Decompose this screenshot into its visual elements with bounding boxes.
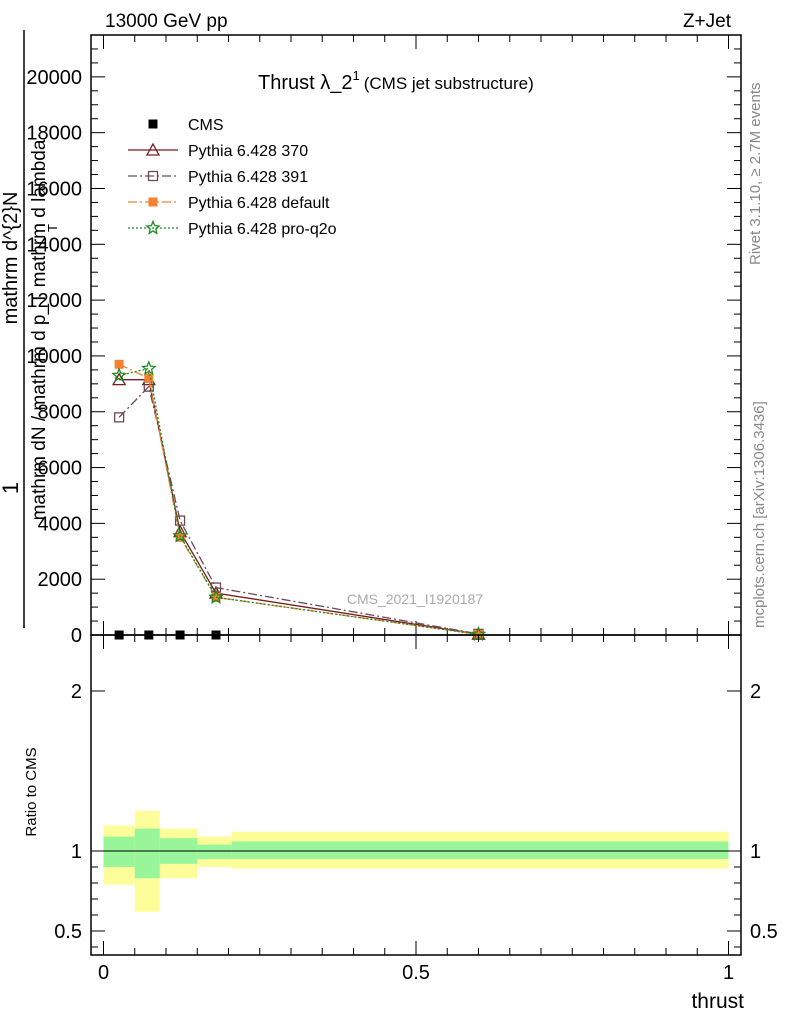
- ratio-panel: 0 0.5 1 0.5 0.5 1 1 2 2: [54, 634, 778, 984]
- y-axis-label-subscript: T: [45, 224, 60, 232]
- legend-entry-pythia-6-428-391: Pythia 6.428 391: [128, 169, 308, 186]
- legend-marker: [145, 219, 161, 235]
- main-panel: 0 2000 4000 6000 8000 10000 12000 14000 16000 180…: [26, 34, 742, 647]
- y-tick-label: 16000: [26, 178, 82, 200]
- y-tick-label: 2000: [38, 569, 83, 591]
- header-left-label: 13000 GeV pp: [105, 11, 228, 32]
- legend-entry-pythia-6-428-pro-q2o: Pythia 6.428 pro-q2o: [128, 219, 337, 238]
- ratio-y-tick-label-right: 2: [750, 681, 761, 703]
- data-point: [211, 592, 221, 602]
- y-axis-label-numerator: 1: [0, 482, 23, 494]
- y-tick-label: 0: [71, 625, 82, 647]
- y-axis-label-line2: mathrm dN / mathrm d p_T mathrm d lambda: [29, 139, 50, 520]
- ratio-y-axis-label: Ratio to CMS: [23, 747, 40, 836]
- y-tick-label: 20000: [26, 67, 82, 89]
- mcplots-label: mcplots.cern.ch [arXiv:1306.3436]: [751, 401, 768, 628]
- legend-label: CMS: [188, 117, 224, 134]
- legend-entry-pythia-6-428-370: Pythia 6.428 370: [128, 142, 308, 160]
- series-line: [118, 367, 479, 636]
- data-point: [175, 532, 185, 542]
- y-tick-label: 18000: [26, 123, 82, 145]
- data-point: [111, 367, 127, 383]
- ratio-y-tick-label: 2: [71, 681, 82, 703]
- legend-marker: [145, 142, 161, 156]
- legend-label: Pythia 6.428 370: [188, 143, 308, 160]
- ratio-y-tick-label-right: 0.5: [750, 921, 778, 943]
- data-point: [141, 360, 157, 376]
- y-tick-label: 12000: [26, 290, 82, 312]
- y-tick-label: 14000: [26, 234, 82, 256]
- ratio-frame: [90, 634, 742, 956]
- data-point: [144, 373, 154, 383]
- ratio-y-tick-label: 0.5: [54, 921, 82, 943]
- y-axis-label-denominator: mathrm d^{2}N: [0, 192, 22, 325]
- rivet-label: Rivet 3.1.10, ≥ 2.7M events: [747, 83, 764, 266]
- data-point: [208, 589, 224, 604]
- ratio-y-tick-label-right: 1: [750, 841, 761, 863]
- x-tick-label: 1: [723, 962, 734, 984]
- ratio-band-inner: [134, 828, 160, 879]
- legend-label: Pythia 6.428 pro-q2o: [188, 221, 337, 238]
- y-axis-label: 1 mathrm d^{2}N mathrm dN / mathrm d p_T…: [0, 30, 60, 628]
- header-right-label: Z+Jet: [683, 11, 732, 32]
- chart-subtitle: (CMS jet substructure): [364, 74, 534, 93]
- legend-label: Pythia 6.428 default: [188, 195, 330, 212]
- x-tick-label: 0: [98, 962, 109, 984]
- legend-marker: [148, 119, 158, 129]
- ratio-y-tick-label: 1: [71, 841, 82, 863]
- legend-entry-cms: CMS: [148, 117, 224, 134]
- data-point: [172, 527, 188, 543]
- y-tick-label: 10000: [26, 346, 82, 368]
- y-tick-label: 6000: [38, 458, 83, 480]
- ratio-band-inner: [231, 841, 729, 859]
- y-tick-label: 4000: [38, 513, 83, 535]
- y-tick-label: 8000: [38, 402, 83, 424]
- analysis-id-label: CMS_2021_I1920187: [347, 591, 483, 607]
- series-line: [119, 379, 479, 635]
- x-tick-label: 0.5: [402, 962, 430, 984]
- legend: CMS Pythia 6.428 370 Pythia 6.428 391 Pythi…: [128, 117, 337, 238]
- series-pythia-6-428-pro-q2o: [111, 360, 487, 642]
- chart-title-text: Thrust λ_2: [258, 72, 352, 94]
- data-point: [174, 515, 186, 526]
- chart-title-superscript: 1: [352, 68, 359, 83]
- legend-label: Pythia 6.428 391: [188, 169, 308, 186]
- legend-marker: [148, 197, 158, 207]
- legend-marker: [147, 170, 159, 182]
- legend-entry-pythia-6-428-default: Pythia 6.428 default: [128, 195, 330, 212]
- ratio-band-inner: [197, 844, 232, 859]
- series-line: [118, 385, 479, 635]
- svg-text:Thrust λ_21(CMS jet substructu: Thrust λ_21 (CMS jet substructure): [258, 68, 534, 94]
- chart-title: Thrust λ_21 (CMS jet substructure): [258, 68, 534, 94]
- x-axis-label: thrust: [691, 990, 744, 1013]
- ratio-band-inner: [103, 836, 135, 867]
- data-point: [114, 359, 124, 369]
- data-point: [113, 412, 125, 423]
